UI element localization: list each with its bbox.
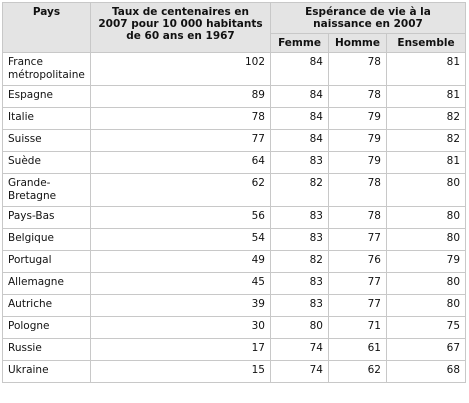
value-cell: 78 <box>328 52 387 86</box>
header-cell: Espérance de vie à la naissance en 2007 <box>269 2 467 34</box>
value-cell: 67 <box>385 338 467 361</box>
value-cell: 82 <box>270 173 329 207</box>
table-row: Italie 78 84 79 82 <box>2 107 467 130</box>
value-cell: 62 <box>328 360 387 383</box>
value-cell: 79 <box>328 129 387 152</box>
country-cell: Portugal <box>2 250 91 273</box>
header-row: Pays Taux de centenaires en 2007 pour 10… <box>2 2 467 53</box>
country-cell: Pologne <box>2 316 91 339</box>
country-cell: Italie <box>2 107 91 130</box>
country-cell: Ukraine <box>2 360 91 383</box>
table-row: France métropolitaine 102 84 78 81 <box>2 52 467 86</box>
value-cell: 49 <box>90 250 271 273</box>
header-cell: Taux de centenaires en 2007 pour 10 000 … <box>90 2 271 53</box>
table-row: Ukraine 15 74 62 68 <box>2 360 467 383</box>
table-row: Allemagne 45 83 77 80 <box>2 272 467 295</box>
value-cell: 71 <box>328 316 387 339</box>
value-cell: 82 <box>270 250 329 273</box>
value-cell: 15 <box>90 360 271 383</box>
country-cell: Autriche <box>2 294 91 317</box>
country-cell: Allemagne <box>2 272 91 295</box>
country-cell: Espagne <box>2 85 91 108</box>
value-cell: 84 <box>270 85 329 108</box>
table-row: Suède 64 83 79 81 <box>2 151 467 174</box>
value-cell: 84 <box>270 129 329 152</box>
value-cell: 89 <box>90 85 271 108</box>
value-cell: 68 <box>385 360 467 383</box>
value-cell: 83 <box>270 151 329 174</box>
value-cell: 78 <box>328 206 387 229</box>
value-cell: 80 <box>385 228 467 251</box>
value-cell: 81 <box>385 85 467 108</box>
value-cell: 75 <box>385 316 467 339</box>
country-cell: Suisse <box>2 129 91 152</box>
header-cell: Pays <box>2 2 91 53</box>
value-cell: 64 <box>90 151 271 174</box>
country-cell: Russie <box>2 338 91 361</box>
value-cell: 83 <box>270 228 329 251</box>
table-row: Russie 17 74 61 67 <box>2 338 467 361</box>
value-cell: 74 <box>270 338 329 361</box>
header-cell: Ensemble <box>385 33 467 53</box>
value-cell: 80 <box>385 173 467 207</box>
value-cell: 83 <box>270 206 329 229</box>
table-body: France métropolitaine 102 84 78 81 Espagne 89 8… <box>2 52 467 383</box>
value-cell: 17 <box>90 338 271 361</box>
value-cell: 77 <box>328 294 387 317</box>
country-cell: Suède <box>2 151 91 174</box>
value-cell: 81 <box>385 151 467 174</box>
value-cell: 83 <box>270 272 329 295</box>
value-cell: 81 <box>385 52 467 86</box>
value-cell: 80 <box>385 272 467 295</box>
value-cell: 80 <box>385 206 467 229</box>
value-cell: 80 <box>270 316 329 339</box>
country-cell: France métropolitaine <box>2 52 91 86</box>
country-cell: Belgique <box>2 228 91 251</box>
value-cell: 61 <box>328 338 387 361</box>
value-cell: 102 <box>90 52 271 86</box>
value-cell: 82 <box>385 129 467 152</box>
value-cell: 30 <box>90 316 271 339</box>
table-row: Portugal 49 82 76 79 <box>2 250 467 273</box>
value-cell: 78 <box>90 107 271 130</box>
value-cell: 83 <box>270 294 329 317</box>
value-cell: 74 <box>270 360 329 383</box>
value-cell: 80 <box>385 294 467 317</box>
value-cell: 76 <box>328 250 387 273</box>
value-cell: 78 <box>328 173 387 207</box>
table-row: Pays-Bas 56 83 78 80 <box>2 206 467 229</box>
header-cell: Femme <box>270 33 329 53</box>
value-cell: 62 <box>90 173 271 207</box>
value-cell: 79 <box>328 151 387 174</box>
value-cell: 45 <box>90 272 271 295</box>
value-cell: 82 <box>385 107 467 130</box>
value-cell: 77 <box>328 272 387 295</box>
header-cell: Homme <box>328 33 387 53</box>
header-row: Femme Homme Ensemble <box>3 33 467 53</box>
value-cell: 54 <box>90 228 271 251</box>
table-row: Pologne 30 80 71 75 <box>2 316 467 339</box>
table-row: Espagne 89 84 78 81 <box>2 85 467 108</box>
country-cell: Pays-Bas <box>2 206 91 229</box>
value-cell: 77 <box>328 228 387 251</box>
data-table: Pays Taux de centenaires en 2007 pour 10… <box>2 2 467 383</box>
value-cell: 79 <box>328 107 387 130</box>
table-row: Grande-Bretagne 62 82 78 80 <box>2 173 467 207</box>
value-cell: 84 <box>270 107 329 130</box>
table-row: Autriche 39 83 77 80 <box>2 294 467 317</box>
value-cell: 39 <box>90 294 271 317</box>
table-row: Suisse 77 84 79 82 <box>2 129 467 152</box>
country-cell: Grande-Bretagne <box>2 173 91 207</box>
value-cell: 79 <box>385 250 467 273</box>
table-row: Belgique 54 83 77 80 <box>2 228 467 251</box>
value-cell: 56 <box>90 206 271 229</box>
value-cell: 84 <box>270 52 329 86</box>
value-cell: 78 <box>328 85 387 108</box>
value-cell: 77 <box>90 129 271 152</box>
